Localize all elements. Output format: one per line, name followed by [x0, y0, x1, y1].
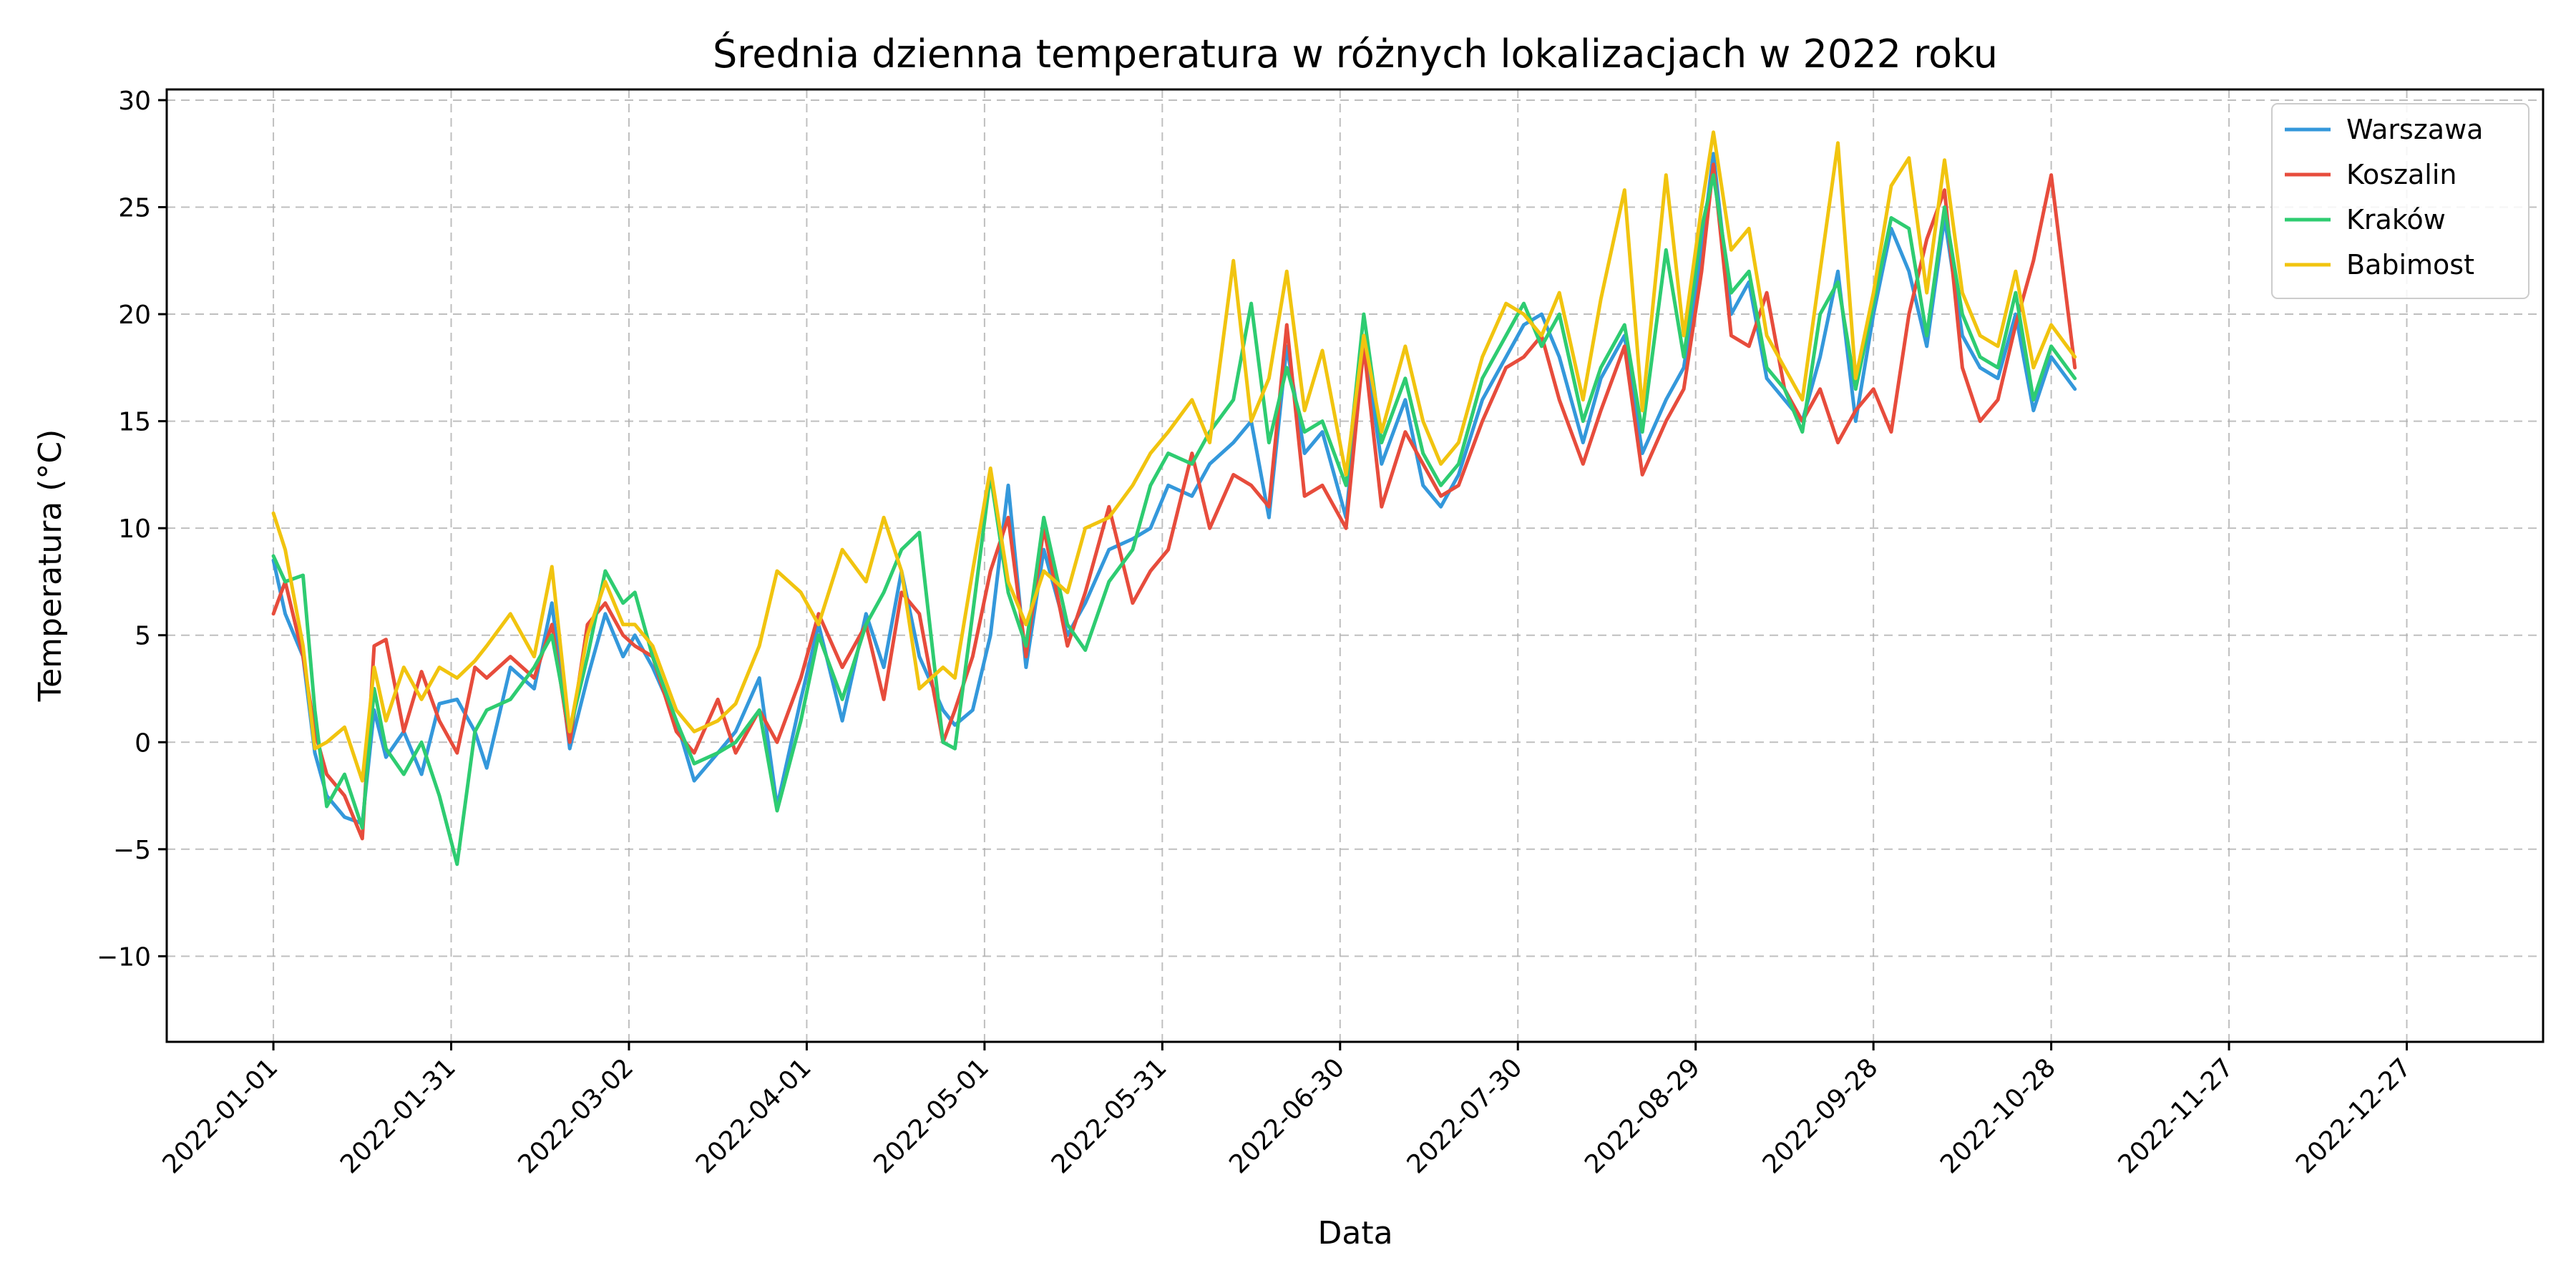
y-tick-label: 20 — [118, 301, 151, 330]
y-tick-label: 25 — [118, 194, 151, 223]
y-tick-label: 30 — [118, 87, 151, 116]
y-tick-label: 5 — [135, 622, 151, 651]
y-tick-label: 0 — [135, 728, 151, 758]
legend-label: Kraków — [2346, 204, 2446, 235]
series-lines — [271, 130, 2077, 867]
legend-label: Warszawa — [2346, 114, 2483, 145]
y-axis-ticks: −10 −5 0 5 10 15 20 25 30 — [97, 87, 167, 972]
y-tick-label: 10 — [118, 514, 151, 544]
legend-label: Koszalin — [2346, 159, 2457, 190]
y-tick-label: −10 — [97, 942, 151, 972]
series-line-krak-w — [271, 173, 2077, 867]
legend: Warszawa Koszalin Kraków Babimost — [2271, 103, 2529, 299]
chart-title: Średnia dzienna temperatura w różnych lo… — [713, 31, 1998, 77]
y-tick-label: −5 — [113, 836, 151, 865]
plot-frame — [165, 88, 2545, 1043]
legend-label: Babimost — [2346, 249, 2474, 280]
x-axis-label: Data — [1317, 1215, 1392, 1252]
series-line-koszalin — [271, 162, 2077, 841]
series-line-babimost — [271, 130, 2077, 783]
y-tick-label: 15 — [118, 408, 151, 437]
y-axis-label: Temperatura (°C) — [32, 429, 69, 703]
legend-box — [2271, 103, 2529, 299]
